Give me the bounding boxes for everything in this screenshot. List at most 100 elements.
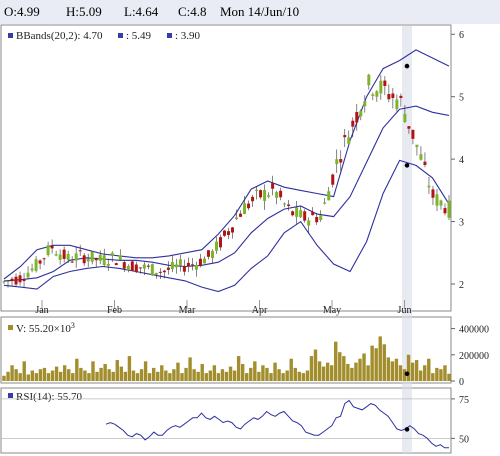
volume-y-tick-label: 200000 (459, 351, 489, 362)
candle-body (431, 189, 435, 198)
volume-bar (75, 358, 79, 381)
volume-bar (135, 373, 140, 381)
volume-bar (321, 366, 326, 381)
candle-body (154, 272, 158, 275)
candle-body (66, 253, 70, 260)
volume-bar (390, 361, 395, 381)
candle-body (50, 245, 54, 249)
candle-body (347, 137, 351, 144)
volume-bar (34, 373, 39, 381)
volume-bar (67, 369, 71, 381)
candle-body (206, 250, 210, 257)
volume-bar (406, 354, 411, 381)
candle-body (283, 203, 287, 205)
price-y-tick-label: 6 (459, 30, 464, 41)
volume-bar (257, 371, 261, 381)
volume-bar (107, 369, 111, 381)
volume-bar (285, 370, 289, 381)
volume-bar (99, 367, 103, 381)
bbands-lower-label: : 3.90 (175, 30, 201, 42)
candle-body (255, 189, 259, 191)
candle-body (247, 203, 251, 209)
date-value: Mon 14/Jun/10 (220, 4, 300, 19)
candle-body (235, 217, 239, 220)
volume-bar (358, 358, 362, 381)
volume-bar (111, 371, 115, 381)
candle-body (395, 99, 399, 109)
candle-body (231, 227, 235, 233)
candle-body (311, 211, 315, 216)
volume-bar (224, 371, 229, 381)
bbands-legend-marker (8, 33, 13, 38)
rsi-marker (404, 427, 410, 432)
volume-bar (87, 373, 91, 381)
volume-bar (160, 365, 164, 381)
candle-body (331, 174, 335, 185)
volume-bar (418, 370, 423, 381)
candle-body (82, 255, 86, 264)
volume-bar (119, 366, 124, 381)
volume-bar (228, 366, 233, 381)
volume-bar (164, 370, 168, 381)
volume-bar (394, 358, 399, 381)
candle-body (339, 159, 343, 163)
volume-bar (184, 367, 188, 381)
volume-bar (115, 360, 119, 381)
volume-bar (423, 365, 427, 381)
candle-body (34, 259, 38, 271)
volume-bar (143, 361, 148, 381)
volume-bar (317, 361, 322, 381)
volume-bar (50, 370, 55, 381)
volume-bar (172, 369, 176, 381)
volume-bar (168, 373, 172, 381)
volume-bar (10, 365, 14, 381)
candle-body (319, 215, 323, 220)
candle-body (126, 266, 130, 271)
candle-body (387, 94, 391, 100)
volume-bar (151, 367, 156, 381)
volume-legend-marker (8, 325, 13, 330)
volume-bar (249, 367, 253, 381)
volume-bar (439, 369, 443, 381)
volume-bar (22, 361, 26, 381)
candle-body (335, 159, 339, 165)
volume-bar (265, 367, 269, 381)
volume-bar (414, 360, 419, 381)
candle-body (291, 211, 295, 216)
candle-body (162, 270, 166, 273)
volume-bar (240, 363, 245, 381)
candle-body (415, 144, 419, 148)
volume-bar (301, 373, 306, 381)
candle-body (18, 275, 22, 283)
candle-body (122, 262, 126, 269)
ohlc-header: O:4.99 H:5.09 L:4.64 C:4.8 Mon 14/Jun/10 (0, 0, 500, 24)
candle-body (439, 200, 443, 206)
volume-bar (435, 367, 439, 381)
volume-bar (216, 373, 221, 381)
volume-bar (427, 358, 431, 381)
candle-body (214, 241, 218, 251)
volume-bar (370, 345, 374, 381)
volume-bar (261, 365, 265, 381)
candle-body (114, 263, 118, 266)
volume-bar (220, 369, 225, 381)
volume-bar (62, 365, 67, 381)
volume-bar (14, 369, 18, 381)
volume-bar (342, 356, 346, 381)
candle-body (30, 268, 34, 271)
candle-body (54, 254, 58, 256)
volume-marker (404, 371, 410, 377)
x-tick-label: Jan (35, 305, 48, 316)
candle-body (46, 245, 50, 256)
crosshair-band (402, 26, 412, 453)
x-tick-label: Apr (252, 305, 268, 316)
candle-body (315, 216, 319, 223)
price-y-tick-label: 5 (459, 93, 464, 104)
close-value: C:4.8 (178, 4, 207, 19)
candle-body (110, 252, 114, 256)
volume-bar (305, 370, 310, 381)
volume-bar (277, 369, 281, 381)
candle-body (58, 254, 62, 260)
volume-bar (2, 375, 6, 381)
